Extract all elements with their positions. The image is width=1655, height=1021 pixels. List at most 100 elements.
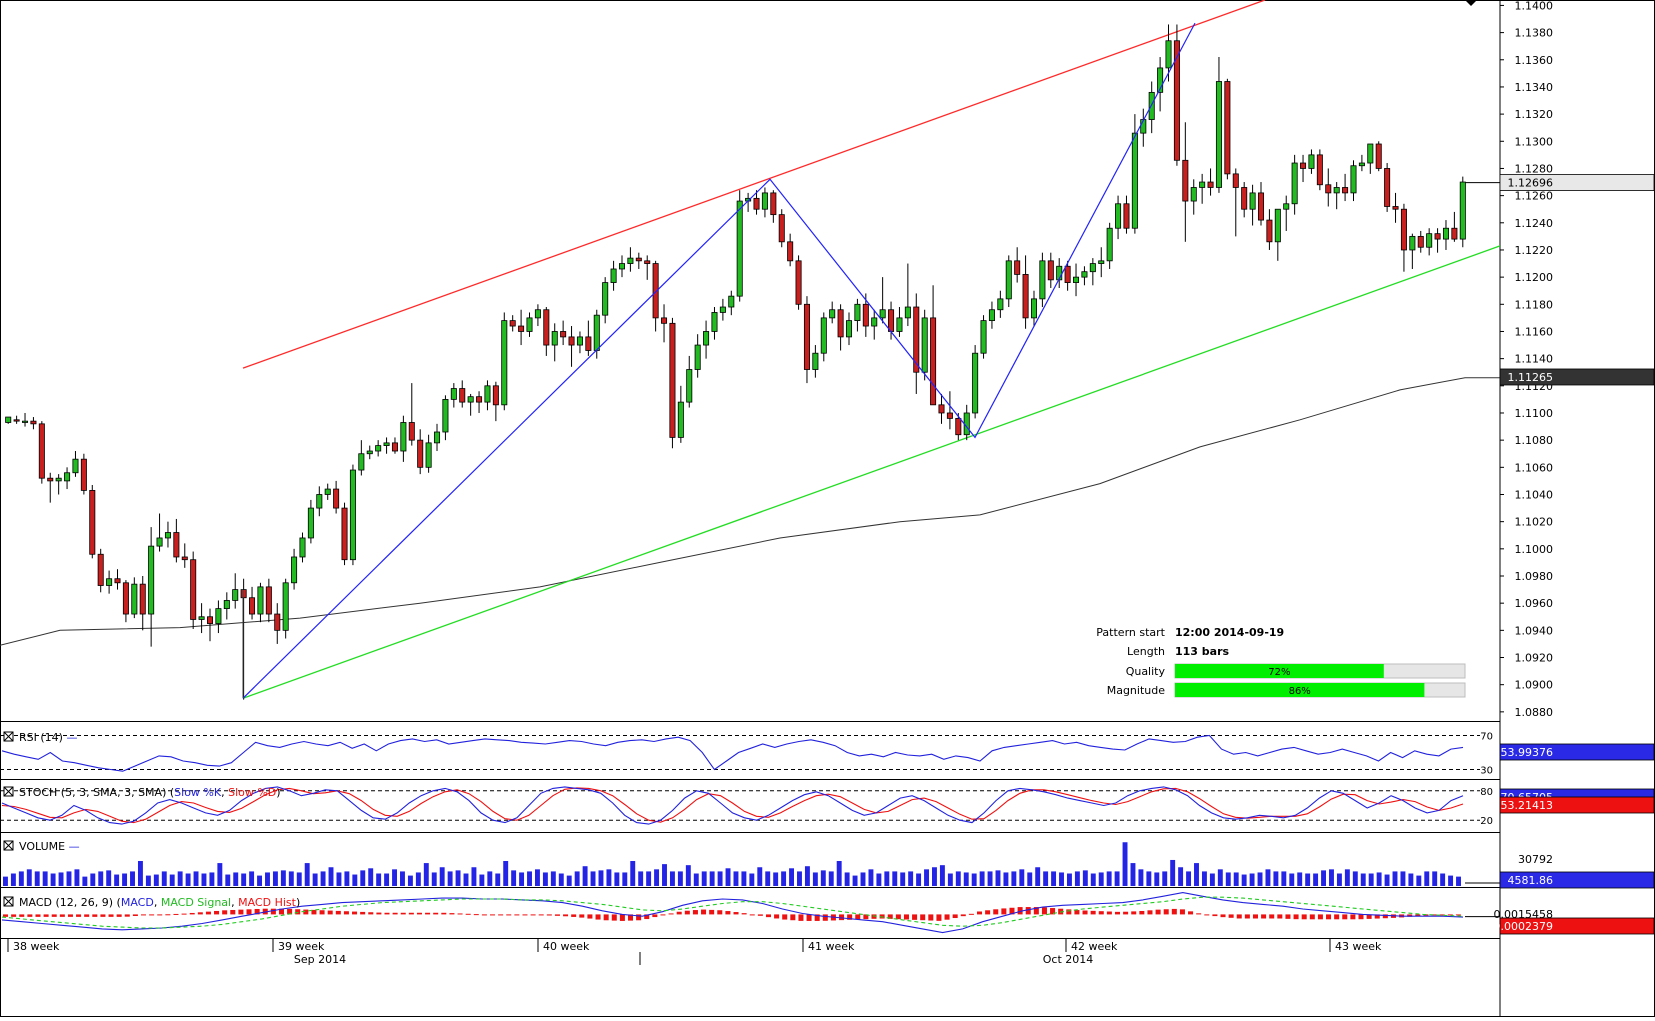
candle[interactable]: [820, 312, 827, 362]
candle[interactable]: [1325, 168, 1332, 207]
candle[interactable]: [677, 385, 684, 443]
candle[interactable]: [1131, 114, 1138, 234]
candle[interactable]: [635, 252, 642, 269]
candle[interactable]: [1215, 57, 1222, 193]
candle[interactable]: [669, 317, 676, 449]
candle[interactable]: [879, 277, 886, 324]
candle[interactable]: [871, 309, 878, 340]
candle[interactable]: [383, 437, 390, 454]
candle[interactable]: [72, 451, 79, 477]
candle[interactable]: [1459, 176, 1466, 248]
candle[interactable]: [568, 326, 575, 367]
candle[interactable]: [47, 472, 54, 503]
candle[interactable]: [661, 304, 668, 343]
candle[interactable]: [913, 293, 920, 394]
candle[interactable]: [1375, 141, 1382, 172]
candle[interactable]: [930, 285, 937, 406]
candle[interactable]: [114, 569, 121, 590]
candle[interactable]: [753, 190, 760, 215]
candle[interactable]: [1291, 154, 1298, 215]
candle[interactable]: [1342, 173, 1349, 202]
candle[interactable]: [5, 416, 12, 424]
candle[interactable]: [274, 603, 281, 644]
candle[interactable]: [1442, 220, 1449, 250]
candle[interactable]: [644, 255, 651, 280]
candle[interactable]: [240, 578, 247, 700]
candle[interactable]: [1115, 195, 1122, 240]
candle[interactable]: [249, 586, 256, 620]
candle[interactable]: [349, 464, 356, 566]
candle[interactable]: [1451, 211, 1458, 242]
candle[interactable]: [181, 543, 188, 568]
candle[interactable]: [156, 513, 163, 552]
candle[interactable]: [341, 502, 348, 566]
candle[interactable]: [1207, 168, 1214, 196]
candle[interactable]: [1350, 160, 1357, 202]
candle[interactable]: [543, 307, 550, 356]
candle[interactable]: [829, 301, 836, 324]
candle[interactable]: [694, 334, 701, 378]
candle[interactable]: [778, 209, 785, 248]
candle[interactable]: [22, 412, 29, 427]
candle[interactable]: [719, 298, 726, 321]
candle[interactable]: [434, 423, 441, 452]
candle[interactable]: [846, 312, 853, 346]
candle[interactable]: [509, 315, 516, 332]
candle[interactable]: [30, 417, 37, 430]
candle[interactable]: [938, 393, 945, 424]
candle[interactable]: [291, 548, 298, 590]
candle[interactable]: [551, 323, 558, 362]
candle[interactable]: [610, 260, 617, 291]
candle[interactable]: [122, 580, 129, 623]
candle[interactable]: [1199, 173, 1206, 204]
candle[interactable]: [980, 315, 987, 359]
macd-panel[interactable]: MACD (12, 26, 9) (MACD, MACD Signal, MAC…: [1, 892, 1500, 934]
candle[interactable]: [198, 603, 205, 634]
candle[interactable]: [97, 548, 104, 593]
candle[interactable]: [38, 421, 45, 484]
candle[interactable]: [812, 345, 819, 378]
candle[interactable]: [1308, 149, 1315, 174]
candle[interactable]: [106, 570, 113, 594]
candle[interactable]: [55, 474, 62, 495]
candle[interactable]: [1224, 78, 1231, 180]
candle[interactable]: [585, 320, 592, 356]
candle[interactable]: [358, 440, 365, 476]
candle[interactable]: [232, 573, 239, 609]
candle[interactable]: [80, 453, 87, 495]
candle[interactable]: [921, 309, 928, 381]
candle[interactable]: [89, 484, 96, 559]
candle[interactable]: [795, 255, 802, 310]
candle[interactable]: [1047, 252, 1054, 288]
candle[interactable]: [1409, 233, 1416, 269]
candle[interactable]: [955, 412, 962, 441]
candle[interactable]: [803, 296, 810, 384]
candle[interactable]: [972, 345, 979, 419]
candle[interactable]: [761, 187, 768, 218]
candle[interactable]: [1333, 182, 1340, 210]
candle[interactable]: [1434, 228, 1441, 253]
candle[interactable]: [896, 307, 903, 337]
candle[interactable]: [1106, 222, 1113, 269]
candle[interactable]: [837, 304, 844, 351]
stochastic-panel[interactable]: 80 20 STOCH (5, 3, SMA, 3, SMA) (Slow %K, …: [0, 786, 1493, 827]
candle[interactable]: [1266, 209, 1273, 250]
candle[interactable]: [1064, 260, 1071, 291]
candle[interactable]: [307, 499, 314, 544]
candle[interactable]: [1283, 195, 1290, 231]
candle[interactable]: [1274, 208, 1281, 261]
candle[interactable]: [1089, 258, 1096, 286]
candle[interactable]: [997, 290, 1004, 318]
candle[interactable]: [618, 255, 625, 278]
candle[interactable]: [1367, 143, 1374, 174]
candle[interactable]: [476, 391, 483, 413]
candle[interactable]: [282, 578, 289, 639]
candle[interactable]: [1022, 255, 1029, 329]
candle[interactable]: [1073, 263, 1080, 297]
candle[interactable]: [131, 577, 138, 619]
candle[interactable]: [408, 383, 415, 446]
candle[interactable]: [164, 521, 171, 548]
candle[interactable]: [1392, 192, 1399, 223]
candle[interactable]: [257, 582, 264, 623]
candle[interactable]: [1140, 108, 1147, 147]
